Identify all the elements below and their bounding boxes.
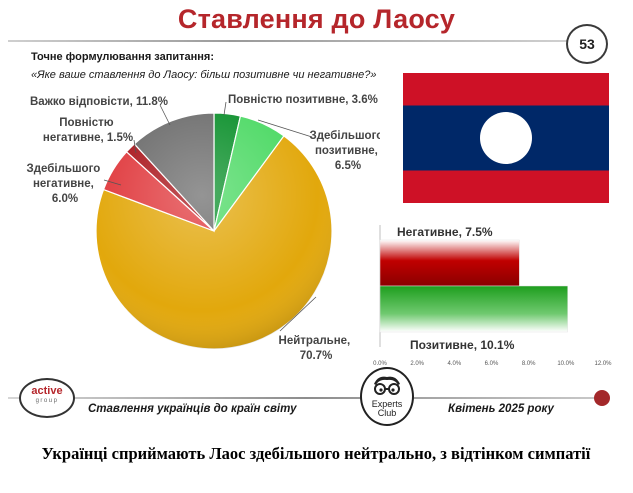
bar-chart: Негативне, 7.5% Позитивне, 10.1% 0.0% 2.0… [373, 225, 612, 367]
x-tick-label: 6.0% [485, 361, 499, 367]
footer-report-title: Ставлення українців до країн світу [88, 403, 297, 415]
question-label: Точне формулювання запитання: [31, 51, 215, 63]
flag-bottom-stripe [403, 170, 609, 203]
x-tick-label: 2.0% [410, 361, 424, 367]
x-tick-label: 10.0% [557, 361, 575, 367]
x-tick-label: 8.0% [522, 361, 536, 367]
page-number-badge: 53 [566, 24, 608, 64]
laos-flag [403, 73, 609, 203]
active-group-logo: active group [19, 378, 75, 418]
footer-date: Квітень 2025 року [448, 403, 554, 415]
pie-label-fully-negative: Повністю негативне, 1.5% [43, 117, 133, 144]
footer-divider [8, 397, 603, 399]
page-title: Ставлення до Лаосу [177, 4, 456, 34]
pie-label-neutral: Нейтральне, 70.7% [279, 335, 354, 360]
x-tick-label: 0.0% [373, 361, 387, 367]
x-tick-label: 4.0% [447, 361, 461, 367]
pie-chart: Повністю позитивне, 3.6% Здебільшого поз… [27, 94, 380, 360]
question-text: «Яке ваше ставлення до Лаосу: більш пози… [31, 69, 377, 81]
glasses-face-icon [374, 376, 400, 395]
bar-label-positive: Позитивне, 10.1% [410, 338, 515, 352]
bar-1 [379, 285, 568, 333]
x-tick-label: 12.0% [594, 361, 612, 367]
pie-label-fully-positive: Повністю позитивне, 3.6% [228, 94, 378, 106]
experts-club-logo: Experts Club [360, 367, 414, 426]
footer-dot [594, 390, 610, 406]
slide-caption: Українці сприймають Лаос здебільшого ней… [41, 444, 591, 463]
pie-label-mostly-positive: Здебільшого позитивне, 6.5% [310, 130, 380, 172]
flag-white-disc [480, 112, 532, 164]
header-divider [8, 40, 568, 42]
pie-label-mostly-negative: Здебільшого негативне, 6.0% [27, 163, 104, 205]
bar-label-negative: Негативне, 7.5% [397, 225, 493, 239]
flag-top-stripe [403, 73, 609, 106]
bar-0 [379, 239, 520, 287]
pie-label-hard-to-say: Важко відповісти, 11.8% [30, 96, 168, 108]
